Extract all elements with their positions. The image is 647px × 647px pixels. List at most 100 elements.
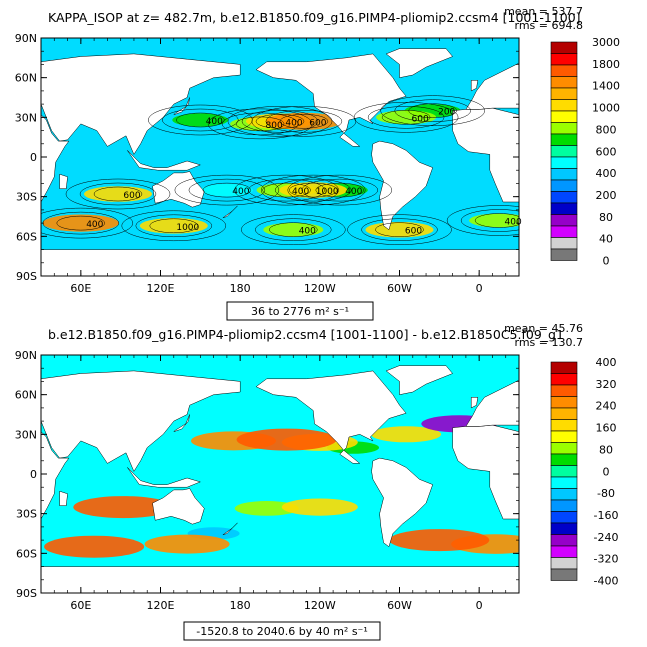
colorbar-box <box>550 202 578 215</box>
contour-label: 400 <box>285 118 302 128</box>
colorbar-box <box>550 534 578 547</box>
colorbar-label: -160 <box>594 509 619 522</box>
colorbar-box <box>550 511 578 524</box>
contour-label: 400 <box>232 187 249 197</box>
contour-line <box>375 222 424 237</box>
field-region-14 <box>389 529 490 552</box>
field-region-9 <box>144 534 230 554</box>
contour-line <box>361 218 438 241</box>
contour-line <box>269 222 318 237</box>
colorbar-box <box>550 214 578 227</box>
contour-line <box>255 218 332 241</box>
panel-2-title: b.e12.B1850.f09_g16.PIMP4-pliomip2.ccsm4… <box>48 327 564 342</box>
colorbar-label: 800 <box>596 123 617 136</box>
colorbar-box <box>550 396 578 409</box>
contour-line <box>207 108 313 140</box>
panel-1-mean: mean = 537.7 <box>504 5 583 18</box>
colorbar-box <box>550 156 578 169</box>
contour-line <box>315 182 365 198</box>
colorbar-box <box>550 53 578 66</box>
land-south-america <box>371 457 434 548</box>
x-tick-label: 0 <box>476 282 483 295</box>
contour-label: 400 <box>206 117 223 127</box>
contour-line <box>367 106 445 129</box>
colorbar-box <box>550 87 578 100</box>
colorbar-label: 400 <box>596 356 617 369</box>
colorbar-label: 320 <box>596 378 617 391</box>
colorbar-label: 0 <box>603 255 610 268</box>
contour-line <box>381 110 431 125</box>
x-tick-label: 0 <box>476 599 483 612</box>
y-tick-label: 90N <box>15 349 37 362</box>
contour-line <box>41 207 134 239</box>
land-madagascar <box>59 173 68 189</box>
colorbar-label: 1400 <box>592 80 620 93</box>
x-tick-label: 120W <box>304 282 336 295</box>
land-africa <box>41 431 70 520</box>
range-label: 36 to 2776 m² s⁻¹ <box>251 305 349 318</box>
colorbar-box <box>550 407 578 420</box>
y-tick-label: 60N <box>15 389 37 402</box>
colorbar-label: 600 <box>596 145 617 158</box>
colorbar-label: -80 <box>597 487 615 500</box>
y-tick-label: 60S <box>16 230 37 243</box>
field-region-11 <box>236 428 337 451</box>
contour-line <box>241 110 319 133</box>
colorbar-box <box>550 430 578 443</box>
map-axes: 60E 120E 180 120W 60W 0 90N 60N 30N 0 30S 60S 90S <box>15 349 519 612</box>
contour-label: 200 <box>438 108 455 118</box>
colorbar-box <box>550 110 578 123</box>
contour-line <box>279 114 329 129</box>
x-tick-label: 180 <box>230 282 251 295</box>
colorbar-box <box>550 248 578 261</box>
contour-line <box>56 215 106 231</box>
colorbar-box <box>550 145 578 158</box>
land-europe-west <box>465 379 519 427</box>
contour-line <box>241 214 346 245</box>
panel-2-rms: rms = 130.7 <box>515 336 583 349</box>
contour-line <box>202 182 252 198</box>
land-antarctica <box>41 566 519 593</box>
colorbar-box <box>550 545 578 558</box>
range-label: -1520.8 to 2040.6 by 40 m² s⁻¹ <box>196 625 368 638</box>
colorbar-box <box>550 465 578 478</box>
field-region-6 <box>281 498 358 516</box>
contour-label: 1000 <box>316 187 339 197</box>
land-new-zealand <box>222 205 238 219</box>
contour-label: 400 <box>345 187 362 197</box>
contour-line <box>288 182 338 198</box>
contour-line <box>408 103 457 118</box>
contour-line <box>162 108 239 132</box>
map-axes: 60E 120E 180 120W 60W 0 90N 60N 30N 0 30S 60S 90S <box>15 32 519 295</box>
field-region-11 <box>84 186 152 202</box>
colorbar-label: 1000 <box>592 102 620 115</box>
colorbar-label: 240 <box>596 400 617 413</box>
colorbar-label: -320 <box>594 553 619 566</box>
field-region-1 <box>200 183 253 197</box>
field-region-9 <box>469 213 519 228</box>
contour-label: 600 <box>123 191 140 201</box>
colorbar-box <box>550 99 578 112</box>
colorbar-label: 3000 <box>592 36 620 49</box>
colorbar-label: 0 <box>603 465 610 478</box>
y-tick-label: 30S <box>16 508 37 521</box>
colorbar-box <box>550 76 578 89</box>
x-tick-label: 60W <box>387 599 412 612</box>
contour-line <box>474 213 519 228</box>
y-tick-label: 30N <box>15 428 37 441</box>
land-madagascar <box>59 490 68 506</box>
field-region-6 <box>376 110 437 125</box>
land-eurasia <box>41 370 241 472</box>
y-tick-label: 90S <box>16 587 37 600</box>
x-tick-label: 120W <box>304 599 336 612</box>
contour-label: 400 <box>299 227 316 237</box>
field-region-8 <box>263 222 324 237</box>
colorbar-box <box>550 133 578 146</box>
contour-line <box>353 102 459 133</box>
panel-1-rms: rms = 694.8 <box>515 19 583 32</box>
contour-line <box>148 104 253 136</box>
land-new-zealand <box>222 522 238 536</box>
contour-label: 400 <box>292 187 309 197</box>
contour-line <box>176 112 225 128</box>
